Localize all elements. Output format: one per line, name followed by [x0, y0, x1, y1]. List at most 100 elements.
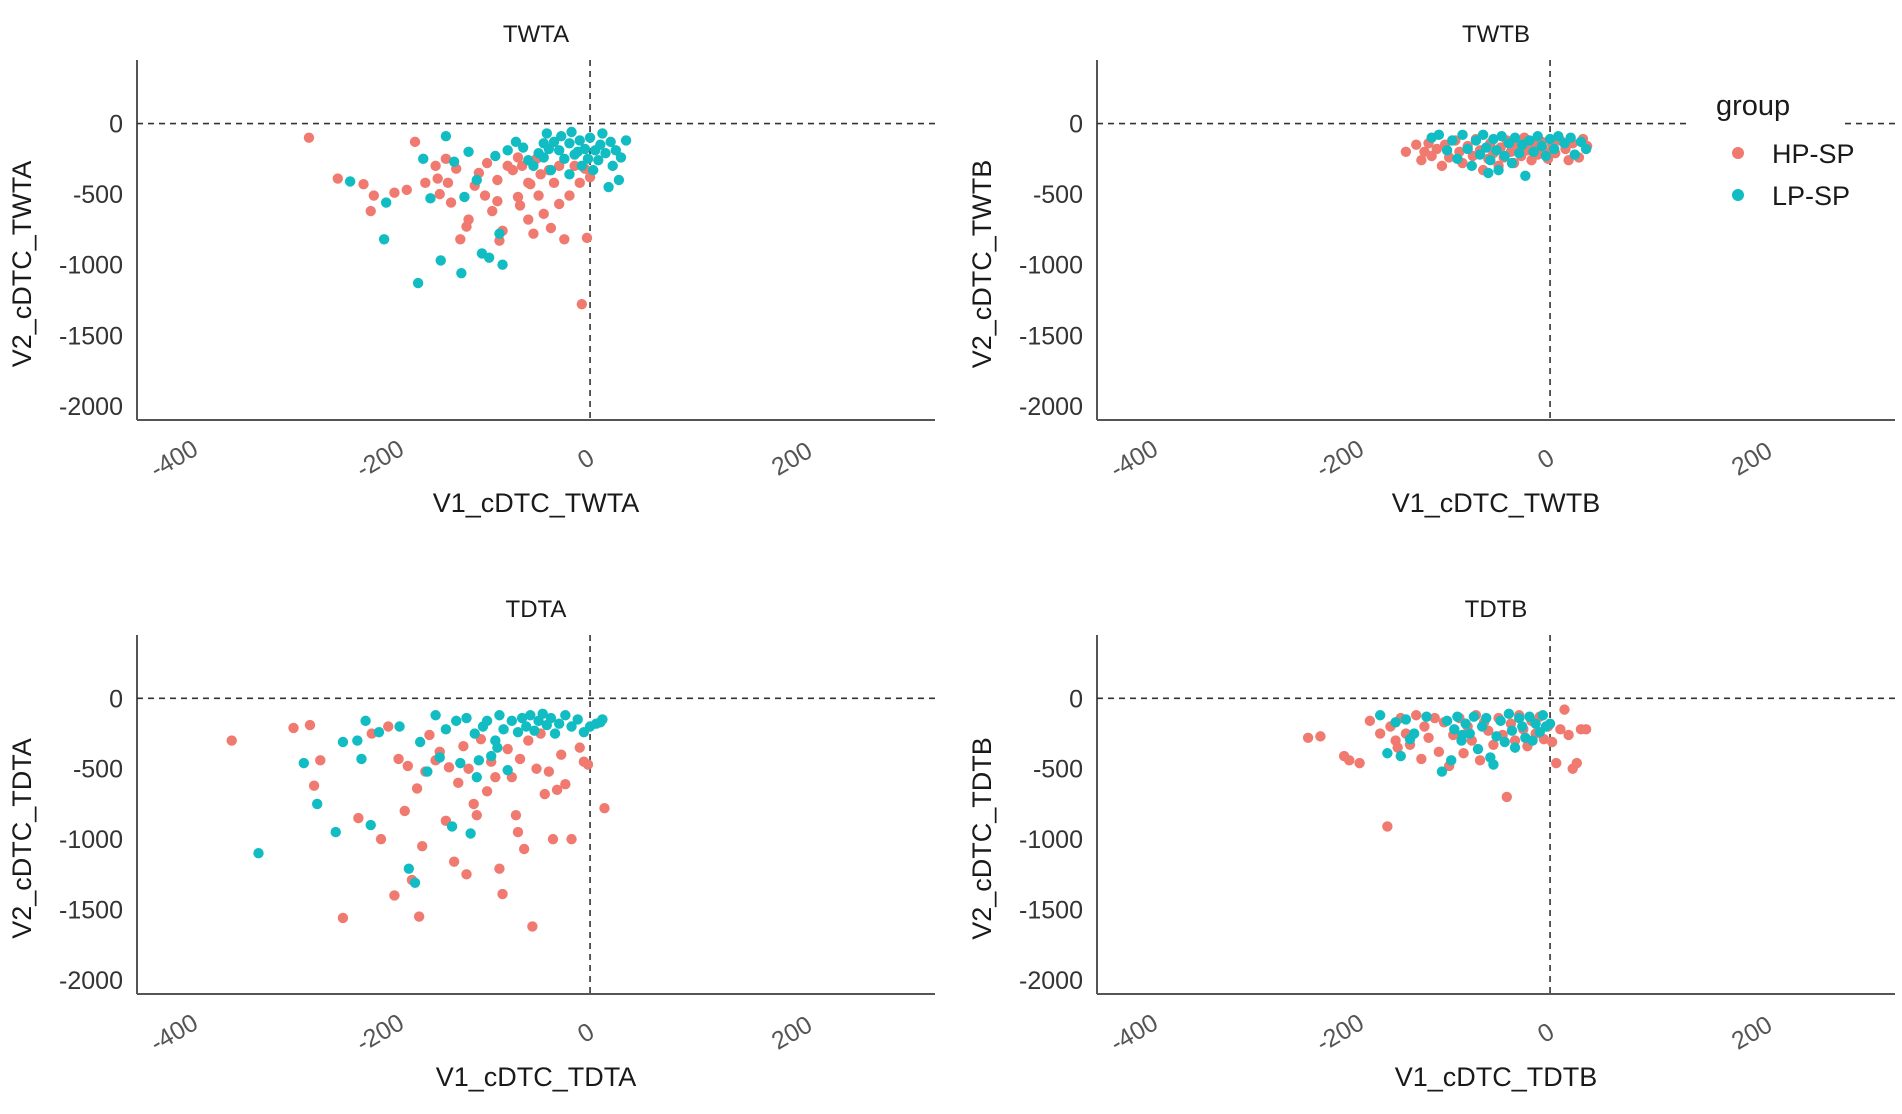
data-point-hp-sp	[1551, 757, 1562, 769]
data-point-lp-sp	[481, 715, 493, 727]
data-point-hp-sp	[1382, 821, 1393, 832]
data-point-lp-sp	[1460, 718, 1471, 729]
data-point-hp-sp	[303, 132, 315, 143]
series-lp-sp	[253, 708, 608, 888]
data-point-hp-sp	[551, 784, 563, 796]
data-point-hp-sp	[1392, 742, 1403, 753]
data-point-lp-sp	[1483, 167, 1494, 179]
data-point-hp-sp	[445, 197, 457, 208]
data-point-lp-sp	[448, 156, 460, 167]
data-point-lp-sp	[607, 160, 618, 172]
data-point-lp-sp	[492, 742, 503, 753]
data-point-lp-sp	[473, 755, 485, 766]
data-point-lp-sp	[311, 798, 323, 810]
data-point-lp-sp	[1488, 133, 1499, 145]
data-point-hp-sp	[368, 190, 380, 201]
data-point-lp-sp	[1509, 742, 1521, 753]
x-tick-label: 200	[767, 437, 817, 482]
legend-title: group	[1716, 90, 1790, 122]
data-point-lp-sp	[1481, 142, 1492, 153]
data-point-hp-sp	[365, 205, 376, 217]
data-point-lp-sp	[463, 146, 474, 157]
data-point-hp-sp	[545, 222, 557, 234]
data-point-lp-sp	[1493, 164, 1504, 176]
y-tick-label: -500	[73, 181, 123, 209]
x-tick-label: -400	[1106, 1008, 1163, 1057]
data-point-hp-sp	[490, 771, 501, 783]
data-point-hp-sp	[531, 763, 542, 774]
data-point-lp-sp	[605, 136, 616, 148]
data-point-lp-sp	[1441, 145, 1453, 156]
data-point-lp-sp	[1513, 712, 1525, 724]
data-point-hp-sp	[492, 195, 503, 207]
data-point-lp-sp	[1452, 153, 1463, 165]
data-point-lp-sp	[356, 753, 367, 765]
data-point-hp-sp	[1411, 710, 1422, 721]
y-tick-label: -1500	[1019, 897, 1083, 925]
data-point-lp-sp	[1544, 133, 1556, 145]
data-point-hp-sp	[337, 912, 349, 924]
data-point-lp-sp	[1537, 710, 1549, 721]
data-point-hp-sp	[512, 152, 524, 163]
data-point-hp-sp	[576, 299, 588, 310]
y-tick-label: -2000	[59, 393, 123, 421]
data-point-lp-sp	[1470, 135, 1482, 146]
data-point-lp-sp	[600, 147, 611, 159]
x-tick-label: -200	[351, 1008, 408, 1057]
data-point-hp-sp	[455, 234, 466, 245]
data-point-lp-sp	[330, 826, 341, 838]
data-point-hp-sp	[1429, 712, 1440, 724]
data-point-lp-sp	[373, 726, 385, 738]
data-point-hp-sp	[1458, 748, 1469, 759]
data-point-lp-sp	[582, 153, 594, 165]
data-point-lp-sp	[412, 277, 424, 289]
x-tick-label: -400	[1106, 434, 1163, 483]
data-point-lp-sp	[553, 145, 565, 156]
data-point-lp-sp	[564, 169, 575, 180]
data-point-hp-sp	[514, 753, 526, 765]
data-point-lp-sp	[1408, 728, 1420, 739]
data-point-hp-sp	[399, 805, 410, 817]
data-point-hp-sp	[413, 911, 425, 922]
legend-background	[1686, 84, 1844, 240]
data-point-hp-sp	[463, 214, 474, 225]
data-point-hp-sp	[458, 741, 469, 752]
data-point-hp-sp	[442, 177, 454, 189]
data-point-lp-sp	[1527, 735, 1538, 746]
data-point-lp-sp	[538, 138, 549, 149]
data-point-lp-sp	[1468, 711, 1480, 722]
legend-key-hp-sp	[1732, 147, 1744, 159]
y-axis-label-twta: V2_cDTC_TWTA	[7, 161, 37, 368]
y-tick-label: 0	[1069, 685, 1083, 713]
data-point-hp-sp	[440, 153, 452, 165]
data-point-lp-sp	[298, 757, 310, 769]
data-point-lp-sp	[494, 228, 505, 239]
data-point-lp-sp	[559, 153, 570, 165]
data-point-hp-sp	[599, 802, 610, 814]
data-point-lp-sp	[378, 234, 390, 245]
series-hp-sp	[303, 132, 596, 310]
data-point-hp-sp	[514, 200, 526, 211]
data-point-lp-sp	[455, 757, 466, 769]
data-point-lp-sp	[1506, 725, 1518, 736]
x-tick-label: -200	[1311, 434, 1368, 483]
data-point-hp-sp	[226, 735, 237, 746]
data-point-lp-sp	[545, 712, 557, 724]
data-point-lp-sp	[506, 715, 518, 727]
panel-title-tdta: TDTA	[506, 596, 567, 623]
data-point-hp-sp	[574, 177, 585, 189]
data-point-hp-sp	[494, 863, 505, 874]
data-point-lp-sp	[1426, 132, 1437, 143]
legend: group HP-SP LP-SP	[1686, 84, 1855, 240]
data-point-hp-sp	[393, 753, 404, 765]
data-point-lp-sp	[1472, 743, 1484, 755]
data-point-hp-sp	[481, 157, 493, 169]
data-point-lp-sp	[593, 155, 604, 166]
x-tick-label: 200	[1727, 1011, 1777, 1056]
data-point-lp-sp	[1390, 717, 1401, 728]
data-point-hp-sp	[574, 742, 585, 753]
data-point-hp-sp	[492, 174, 503, 186]
data-point-lp-sp	[435, 255, 446, 266]
